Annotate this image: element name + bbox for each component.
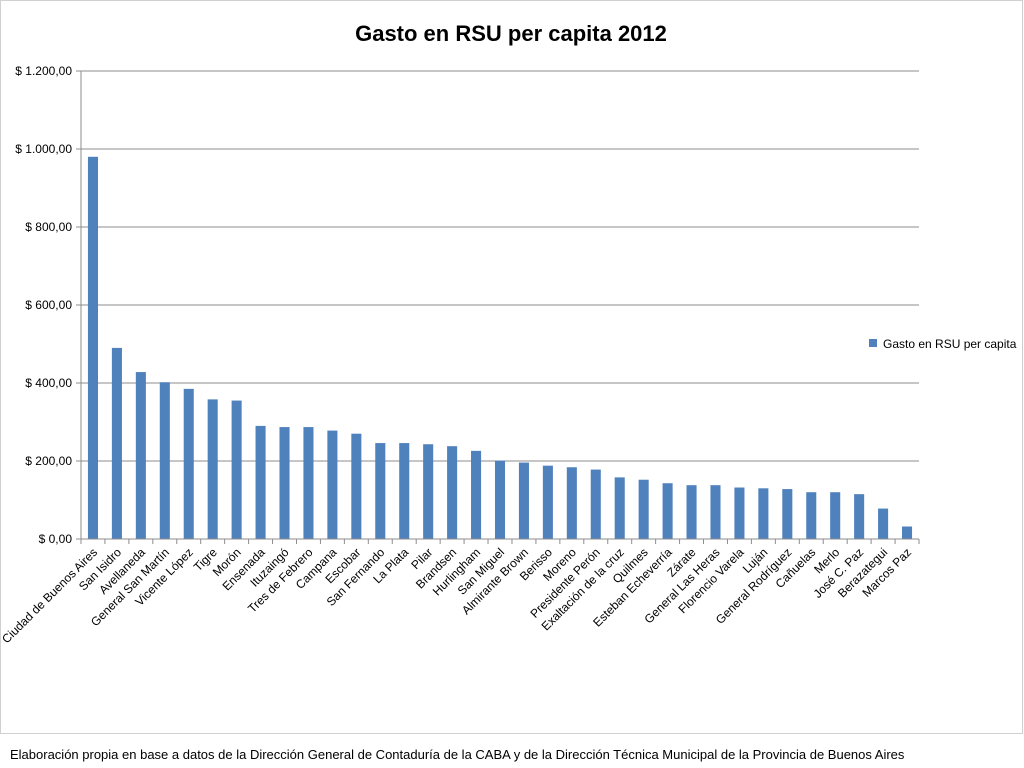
- bar: [231, 400, 242, 539]
- bar: [854, 494, 865, 539]
- y-tick-label: $ 400,00: [25, 376, 72, 390]
- bar: [878, 508, 889, 539]
- bar: [135, 372, 146, 539]
- bar: [614, 477, 625, 539]
- bar: [255, 425, 266, 539]
- bar: [542, 465, 553, 539]
- bar: [518, 462, 529, 539]
- legend: Gasto en RSU per capita: [869, 337, 1017, 351]
- bar: [159, 382, 170, 539]
- y-tick-label: $ 800,00: [25, 220, 72, 234]
- bar: [183, 388, 194, 539]
- bar: [902, 526, 913, 539]
- y-axis-labels: $ 0,00 $ 200,00 $ 400,00 $ 600,00 $ 800,00 $ …: [15, 64, 81, 546]
- bar: [423, 444, 434, 539]
- bar: [494, 460, 506, 539]
- gridlines: [81, 70, 919, 462]
- bar: [806, 492, 817, 539]
- bar: [638, 479, 649, 539]
- bars: [87, 156, 913, 540]
- bar: [471, 450, 482, 539]
- legend-label: Gasto en RSU per capita: [883, 337, 1017, 351]
- bar: [782, 489, 793, 539]
- bar: [830, 492, 841, 539]
- bar: [111, 347, 122, 539]
- chart-area: Gasto en RSU per capita 2012 $ 0,00 $ 200…: [0, 0, 1023, 734]
- axes: [80, 71, 919, 540]
- bar: [734, 487, 745, 539]
- y-tick-label: $ 1.000,00: [15, 142, 72, 156]
- bar: [327, 430, 338, 539]
- bar: [399, 443, 410, 539]
- bar: [710, 485, 721, 539]
- bar: [351, 433, 362, 539]
- bar: [590, 469, 601, 539]
- bar: [207, 399, 218, 539]
- bar: [87, 156, 98, 540]
- bar: [375, 443, 386, 539]
- bar: [758, 488, 769, 539]
- y-tick-label: $ 200,00: [25, 454, 72, 468]
- source-footnote: Elaboración propia en base a datos de la…: [10, 747, 905, 762]
- bar: [279, 427, 290, 539]
- y-tick-label: $ 0,00: [39, 532, 73, 546]
- x-tick-label: Ciudad de Buenos Aires: [1, 545, 100, 646]
- chart-title: Gasto en RSU per capita 2012: [355, 21, 667, 46]
- bar: [686, 485, 697, 539]
- y-tick-label: $ 1.200,00: [15, 64, 72, 78]
- y-tick-label: $ 600,00: [25, 298, 72, 312]
- bar: [447, 446, 458, 539]
- bar: [566, 467, 577, 539]
- bar: [662, 483, 673, 539]
- bar-chart: Gasto en RSU per capita 2012 $ 0,00 $ 200…: [1, 21, 1017, 646]
- legend-swatch: [869, 339, 877, 347]
- bar: [303, 427, 314, 539]
